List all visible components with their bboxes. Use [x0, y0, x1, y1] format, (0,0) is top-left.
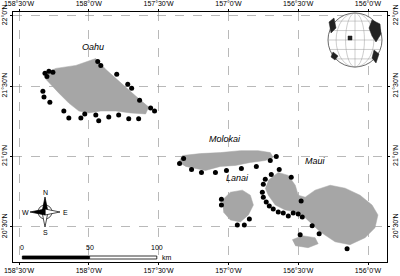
svg-text:158°0'W: 158°0'W — [76, 267, 103, 274]
svg-text:50: 50 — [86, 244, 94, 251]
svg-text:156°30'W: 156°30'W — [283, 267, 314, 274]
svg-text:W: W — [22, 209, 29, 216]
svg-text:N: N — [43, 189, 48, 196]
svg-text:157°30'W: 157°30'W — [144, 0, 175, 7]
svg-text:156°0'W: 156°0'W — [355, 0, 382, 7]
svg-text:156°0'W: 156°0'W — [355, 267, 382, 274]
svg-text:S: S — [43, 229, 48, 236]
svg-text:km: km — [162, 254, 172, 261]
svg-text:E: E — [63, 209, 68, 216]
svg-text:156°30'W: 156°30'W — [283, 0, 314, 7]
svg-text:20°30'N: 20°30'N — [392, 213, 399, 238]
svg-text:20°30'N: 20°30'N — [1, 213, 8, 238]
svg-text:157°30'W: 157°30'W — [144, 267, 175, 274]
svg-text:21°0'N: 21°0'N — [1, 145, 8, 166]
svg-text:Oahu: Oahu — [82, 42, 104, 52]
svg-text:21°30'N: 21°30'N — [1, 73, 8, 98]
svg-text:Lanai: Lanai — [226, 173, 249, 183]
svg-text:100: 100 — [151, 244, 163, 251]
svg-text:158°0'W: 158°0'W — [76, 0, 103, 7]
svg-text:22°0'N: 22°0'N — [392, 4, 399, 25]
svg-text:Maui: Maui — [305, 156, 326, 166]
svg-text:158°30'W: 158°30'W — [4, 0, 35, 7]
svg-text:22°0'N: 22°0'N — [1, 4, 8, 25]
svg-text:157°0'W: 157°0'W — [215, 0, 242, 7]
svg-text:21°0'N: 21°0'N — [392, 145, 399, 166]
svg-text:21°30'N: 21°30'N — [392, 73, 399, 98]
svg-text:157°0'W: 157°0'W — [215, 267, 242, 274]
svg-text:0: 0 — [20, 244, 24, 251]
svg-text:158°30'W: 158°30'W — [4, 267, 35, 274]
svg-text:Molokai: Molokai — [209, 134, 241, 144]
